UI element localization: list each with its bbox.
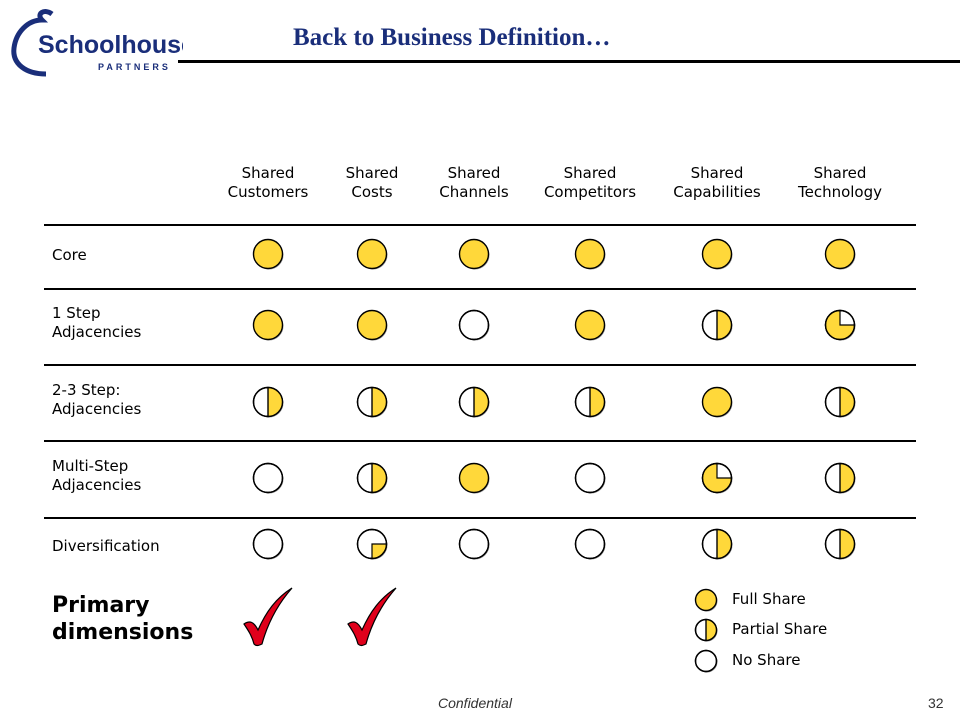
legend-full-icon (694, 588, 718, 612)
share-circle-full (356, 309, 388, 341)
share-circle-half (574, 386, 606, 418)
share-circle-half (701, 528, 733, 560)
logo-text: Schoolhouse (38, 31, 183, 59)
share-circle-none (458, 309, 490, 341)
share-circle-full (356, 238, 388, 270)
column-header-technology: Shared Technology (797, 164, 883, 201)
share-circle-half (356, 386, 388, 418)
share-circle-full (458, 462, 490, 494)
row-divider (44, 517, 916, 519)
share-circle-full (458, 238, 490, 270)
header-rule (178, 60, 960, 63)
share-circle-three-quarter (701, 462, 733, 494)
row-label-1-step: 1 Step Adjacencies (52, 304, 142, 341)
schoolhouse-logo: Schoolhouse PARTNERS (8, 8, 195, 78)
share-circle-none (458, 528, 490, 560)
row-label-2-3-step: 2-3 Step: Adjacencies (52, 381, 142, 418)
check-mark-icon (346, 586, 402, 650)
share-circle-full (701, 238, 733, 270)
row-label-core: Core (52, 246, 87, 264)
check-mark-icon (242, 586, 298, 650)
share-circle-half (824, 462, 856, 494)
share-circle-quarter (356, 528, 388, 560)
share-circle-half (824, 528, 856, 560)
legend-half-icon (694, 618, 718, 642)
legend-none-label: No Share (732, 651, 801, 669)
legend-full-label: Full Share (732, 590, 806, 608)
row-label-diversification: Diversification (52, 537, 160, 555)
share-circle-half (701, 309, 733, 341)
share-circle-full (824, 238, 856, 270)
share-circle-none (252, 462, 284, 494)
column-header-capabilities: Shared Capabilities (673, 164, 761, 201)
primary-dimensions-label: Primary dimensions (52, 593, 194, 645)
row-divider (44, 440, 916, 442)
page-title: Back to Business Definition… (293, 24, 611, 51)
share-circle-full (701, 386, 733, 418)
legend-none-icon (694, 649, 718, 673)
row-divider (44, 288, 916, 290)
share-circle-none (252, 528, 284, 560)
share-circle-full (252, 238, 284, 270)
share-circle-quarter-empty (824, 309, 856, 341)
row-divider (44, 224, 916, 226)
column-header-channels: Shared Channels (439, 164, 509, 201)
share-circle-none (574, 528, 606, 560)
share-circle-full (574, 238, 606, 270)
share-circle-none (574, 462, 606, 494)
legend-half-label: Partial Share (732, 620, 828, 638)
share-circle-half (356, 462, 388, 494)
share-circle-half (252, 386, 284, 418)
row-divider (44, 364, 916, 366)
page-number: 32 (928, 695, 944, 711)
share-circle-full (574, 309, 606, 341)
column-header-costs: Shared Costs (345, 164, 399, 201)
logo-subtext: PARTNERS (98, 62, 171, 72)
share-circle-half (458, 386, 490, 418)
footer-confidential: Confidential (438, 695, 512, 711)
share-circle-full (252, 309, 284, 341)
row-label-multi-step: Multi-Step Adjacencies (52, 457, 142, 494)
share-circle-half (824, 386, 856, 418)
column-header-competitors: Shared Competitors (543, 164, 637, 201)
column-header-customers: Shared Customers (227, 164, 309, 201)
